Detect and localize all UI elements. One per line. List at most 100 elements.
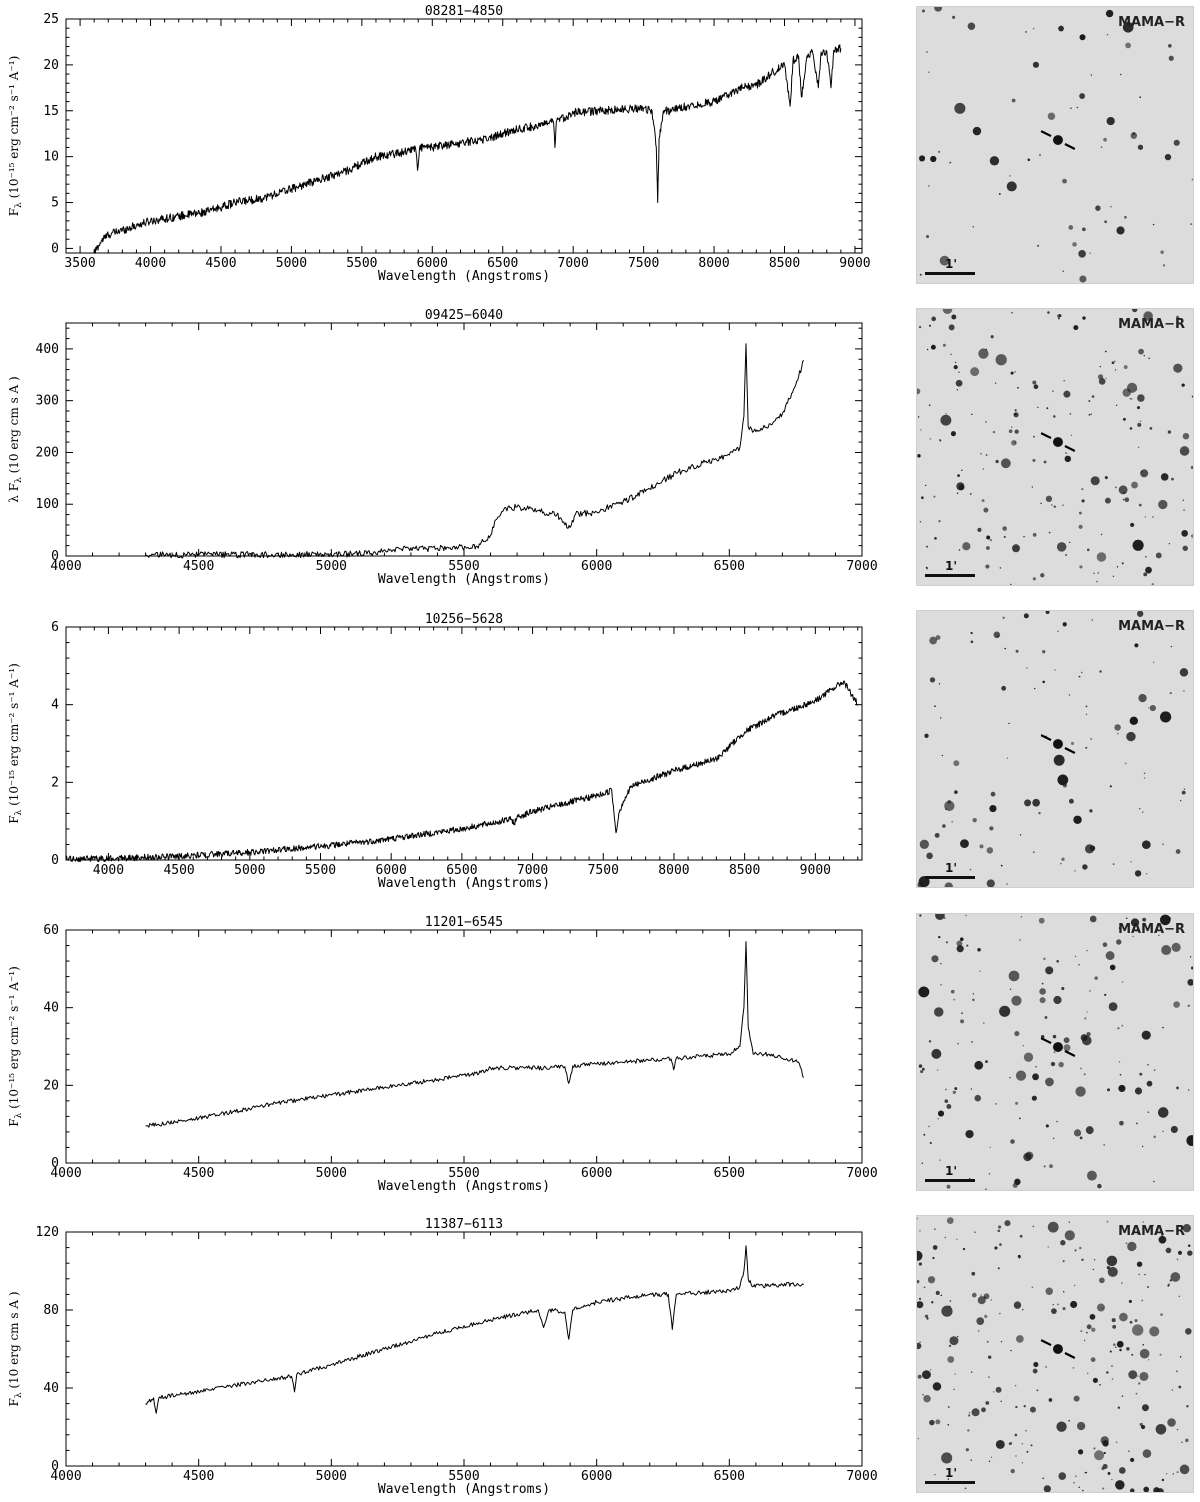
star — [1144, 516, 1147, 518]
star — [972, 998, 975, 1002]
y-label-main: F — [7, 208, 21, 216]
x-axis-label: Wavelength (Angstroms) — [378, 269, 550, 284]
scale-label: 1' — [945, 559, 958, 573]
y-tick-label: 40 — [43, 1381, 59, 1396]
star — [1119, 1073, 1122, 1076]
star — [920, 429, 922, 431]
chart-4: 4000 4500 5000 5500 6000 6500 7000 0 20 40 60 11201… — [7, 915, 878, 1194]
star — [924, 733, 929, 738]
star — [934, 1473, 936, 1476]
star — [1089, 915, 1097, 923]
spectrum-line — [65, 680, 859, 862]
star — [1104, 497, 1111, 504]
star — [1182, 545, 1188, 551]
star — [1032, 27, 1035, 30]
star — [954, 102, 966, 114]
star — [931, 1301, 934, 1304]
star — [934, 705, 936, 708]
star — [1030, 1444, 1033, 1447]
star — [969, 493, 972, 495]
star — [1188, 1089, 1190, 1091]
star — [917, 454, 921, 458]
star — [1027, 158, 1031, 162]
star — [1076, 1421, 1086, 1431]
star — [1137, 1264, 1140, 1267]
star — [1039, 997, 1046, 1004]
star — [919, 1341, 921, 1343]
star — [953, 760, 960, 767]
star — [990, 1456, 993, 1458]
star — [1175, 849, 1181, 854]
star — [1056, 542, 1067, 552]
x-tick-label: 5000 — [276, 256, 307, 271]
star — [926, 51, 928, 53]
x-tick-label: 6000 — [581, 1166, 612, 1181]
x-tick-label: 4500 — [163, 863, 194, 878]
y-tick-label: 4 — [51, 698, 59, 713]
star — [1025, 1430, 1027, 1432]
star — [1043, 1485, 1051, 1492]
star — [971, 413, 973, 416]
star — [1159, 711, 1172, 723]
star — [934, 832, 940, 838]
x-tick-label: 6000 — [376, 863, 407, 878]
star — [951, 821, 953, 823]
y-label-rest: (10⁻¹⁵ erg cm⁻² s⁻¹ A⁻¹) — [7, 56, 21, 203]
star — [1168, 44, 1172, 48]
star — [1023, 1405, 1026, 1408]
star — [926, 568, 928, 570]
star — [1109, 785, 1112, 788]
star — [1053, 505, 1057, 508]
star — [928, 1373, 930, 1376]
star — [1118, 1084, 1126, 1093]
star — [940, 962, 942, 965]
target-marker — [1040, 1339, 1052, 1347]
star — [974, 1231, 976, 1233]
x-tick-label: 7000 — [846, 1469, 877, 1484]
star — [1119, 1312, 1128, 1322]
star — [956, 945, 964, 953]
star — [1078, 511, 1082, 515]
star — [934, 7, 943, 12]
star — [1138, 807, 1141, 810]
star — [1056, 1120, 1058, 1123]
star — [1014, 1433, 1018, 1437]
y-tick-label: 0 — [51, 853, 59, 868]
target-marker — [1064, 445, 1076, 452]
star — [1105, 377, 1107, 379]
star — [944, 1099, 949, 1103]
star — [1026, 667, 1028, 669]
star — [949, 1300, 952, 1302]
star — [1003, 535, 1006, 538]
star — [1084, 1017, 1087, 1020]
y-axis-label: Fλ (10⁻¹⁵ erg cm⁻² s⁻¹ A⁻¹) — [7, 56, 24, 217]
star — [970, 1459, 973, 1462]
star — [1073, 1129, 1082, 1137]
star — [1156, 1488, 1164, 1492]
star — [1114, 486, 1117, 489]
star — [1063, 379, 1066, 382]
star — [938, 935, 941, 939]
star — [1089, 845, 1096, 851]
star — [968, 1414, 971, 1417]
star — [1176, 1428, 1179, 1431]
star — [1039, 988, 1046, 995]
star — [985, 1060, 988, 1063]
star — [1152, 516, 1154, 518]
star — [1176, 1370, 1178, 1373]
star — [931, 955, 939, 963]
star — [1138, 693, 1147, 703]
star — [917, 388, 921, 395]
star — [1045, 1077, 1054, 1087]
star — [1120, 73, 1122, 76]
target-star — [1053, 739, 1063, 749]
star — [998, 1225, 1002, 1229]
chart-title: 09425−6040 — [425, 308, 503, 323]
star — [1043, 460, 1047, 464]
star — [1118, 927, 1121, 930]
y-label-sub: λ — [14, 202, 24, 208]
star — [1015, 1101, 1019, 1105]
star — [927, 185, 930, 187]
star — [976, 1317, 985, 1325]
star — [1102, 1487, 1105, 1490]
